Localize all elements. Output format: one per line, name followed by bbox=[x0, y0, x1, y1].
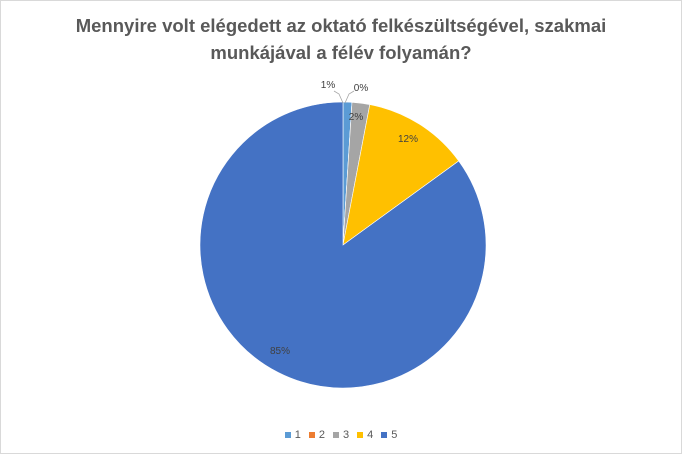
legend-label-3: 3 bbox=[342, 429, 350, 441]
legend-swatch-4 bbox=[357, 432, 364, 438]
chart-legend: 1 2 3 4 5 bbox=[1, 429, 681, 441]
legend-swatch-1 bbox=[284, 432, 291, 438]
data-label-3: 2% bbox=[349, 112, 364, 123]
leader-line-2 bbox=[344, 90, 355, 104]
legend-swatch-3 bbox=[332, 432, 339, 438]
data-label-1: 1% bbox=[321, 80, 336, 91]
legend-swatch-5 bbox=[381, 432, 388, 438]
legend-label-2: 2 bbox=[318, 429, 325, 441]
leader-line-1 bbox=[333, 90, 344, 104]
chart-title: Mennyire volt elégedett az oktató felkés… bbox=[75, 15, 607, 63]
data-label-2: 0% bbox=[354, 83, 369, 94]
legend-item-3: 3 bbox=[332, 429, 350, 441]
legend-item-2: 2 bbox=[308, 429, 325, 441]
data-label-4: 12% bbox=[398, 134, 418, 145]
legend-item-5: 5 bbox=[381, 429, 397, 441]
legend-item-4: 4 bbox=[357, 429, 373, 441]
legend-item-1: 1 bbox=[284, 429, 301, 441]
legend-label-4: 4 bbox=[367, 429, 374, 441]
legend-swatch-2 bbox=[308, 432, 315, 438]
legend-label-1: 1 bbox=[294, 429, 301, 441]
pie-slice-5 bbox=[199, 101, 487, 389]
legend-label-5: 5 bbox=[391, 429, 398, 441]
data-label-5: 85% bbox=[270, 346, 290, 357]
pie-slice-4 bbox=[342, 104, 460, 246]
